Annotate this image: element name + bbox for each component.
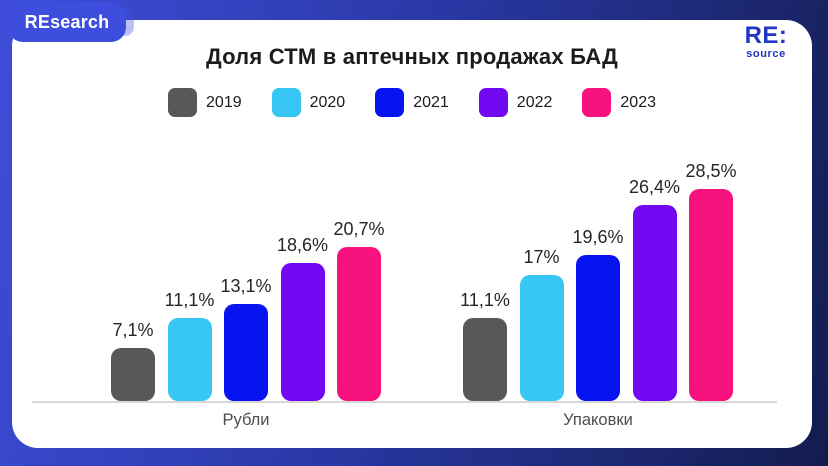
- resource-logo: RE: source: [736, 24, 796, 60]
- bar-value-Рубли-2023: 20,7%: [333, 219, 385, 239]
- bar-Упаковки-2023: [689, 189, 733, 401]
- research-badge-label: REsearch: [24, 11, 110, 32]
- legend-label-2023: 2023: [620, 93, 656, 111]
- bar-value-Рубли-2019: 7,1%: [112, 320, 154, 340]
- bar-Упаковки-2020: [519, 275, 564, 401]
- group-label-Рубли: Рубли: [222, 411, 270, 429]
- legend-swatch-2019: [168, 88, 198, 117]
- research-badge: REsearch: [8, 2, 126, 42]
- slide-card: Доля СТМ в аптечных продажах БАД RE: sou…: [12, 20, 812, 448]
- bar-value-Рубли-2022: 18,6%: [276, 235, 329, 255]
- bar-value-Рубли-2021: 13,1%: [220, 276, 272, 296]
- bar-chart-plot: 7,1% 11,1% 13,1% 18,6% 20,7% Рубли 11,1% 17% 19,…: [32, 161, 777, 429]
- bar-Рубли-2020: [167, 318, 212, 401]
- legend-swatch-2022: [478, 88, 508, 117]
- resource-logo-re-text: RE:: [744, 22, 788, 49]
- legend-item-2019: 2019: [168, 88, 242, 117]
- legend-swatch-2023: [582, 88, 612, 117]
- legend-swatch-2020: [271, 88, 301, 117]
- legend-label-2020: 2020: [309, 93, 346, 111]
- legend-label-2019: 2019: [206, 93, 242, 111]
- resource-logo-source-text: source: [746, 48, 786, 60]
- bar-value-Упаковки-2022: 26,4%: [628, 177, 681, 197]
- bar-value-Упаковки-2021: 19,6%: [572, 227, 624, 247]
- bar-Рубли-2023: [337, 247, 381, 401]
- legend-swatch-2021: [375, 88, 405, 117]
- legend-label-2022: 2022: [516, 93, 553, 111]
- bar-value-Упаковки-2019: 11,1%: [460, 290, 510, 310]
- bar-Упаковки-2021: [576, 255, 620, 401]
- legend-item-2021: 2021: [375, 88, 449, 117]
- bar-Рубли-2019: [111, 348, 155, 401]
- bar-Упаковки-2022: [632, 205, 677, 401]
- group-label-Упаковки: Упаковки: [563, 411, 633, 429]
- bar-value-Рубли-2020: 11,1%: [164, 290, 215, 310]
- legend-item-2020: 2020: [271, 88, 346, 117]
- legend-label-2021: 2021: [413, 93, 449, 111]
- bar-Упаковки-2019: [463, 318, 507, 401]
- bar-Рубли-2021: [224, 304, 268, 401]
- bar-value-Упаковки-2020: 17%: [523, 247, 560, 267]
- legend-item-2022: 2022: [478, 88, 553, 117]
- bar-Рубли-2022: [280, 263, 325, 401]
- chart-legend: 2019 2020 2021 2022 2023: [12, 88, 812, 117]
- legend-item-2023: 2023: [582, 88, 656, 117]
- chart-title: Доля СТМ в аптечных продажах БАД: [205, 44, 619, 69]
- bar-value-Упаковки-2023: 28,5%: [685, 161, 737, 181]
